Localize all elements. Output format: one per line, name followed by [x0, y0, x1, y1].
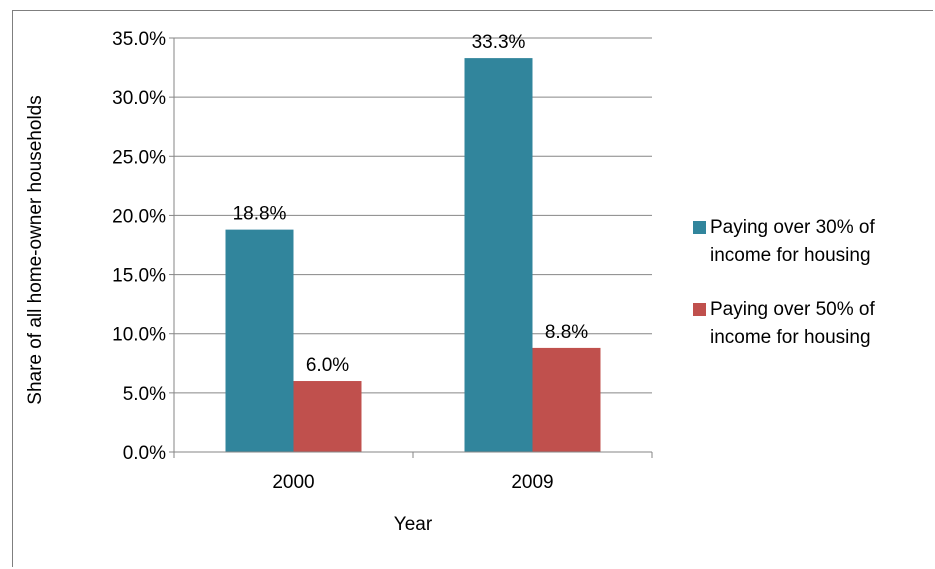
y-axis-title: Share of all home-owner households	[25, 95, 46, 404]
y-tick-label: 5.0%	[123, 384, 166, 405]
y-tick-label: 0.0%	[123, 443, 166, 464]
data-label: 18.8%	[233, 204, 287, 225]
x-axis-title: Year	[394, 514, 433, 535]
y-tick-labels: 0.0% 5.0% 10.0% 15.0% 20.0% 25.0% 30.0% 35.0%	[112, 29, 166, 464]
bar	[225, 229, 294, 452]
x-tick-label: 2000	[272, 472, 314, 493]
y-tick-label: 15.0%	[112, 266, 166, 287]
y-tick-label: 10.0%	[112, 325, 166, 346]
x-tick-label: 2009	[511, 472, 553, 493]
bar	[532, 347, 601, 452]
y-tick-label: 30.0%	[112, 88, 166, 109]
legend: Paying over 30% of income for housing Payi…	[693, 217, 875, 348]
bar	[293, 381, 362, 452]
y-tick-label: 20.0%	[112, 206, 166, 227]
x-tick-labels: 2000 2009	[272, 472, 553, 493]
bar	[464, 58, 533, 452]
y-tick-label: 25.0%	[112, 147, 166, 168]
y-tick-label: 35.0%	[112, 29, 166, 50]
value-labels: 18.8% 6.0% 33.3% 8.8%	[233, 32, 589, 376]
legend-label: Paying over 30% of income for housing	[710, 217, 875, 266]
legend-label: Paying over 50% of income for housing	[710, 299, 875, 348]
data-label: 8.8%	[545, 322, 588, 343]
axes	[169, 37, 653, 458]
legend-swatch	[693, 221, 706, 234]
legend-swatch	[693, 303, 706, 316]
bars	[225, 58, 601, 452]
data-label: 6.0%	[306, 355, 349, 376]
data-label: 33.3%	[472, 32, 526, 53]
